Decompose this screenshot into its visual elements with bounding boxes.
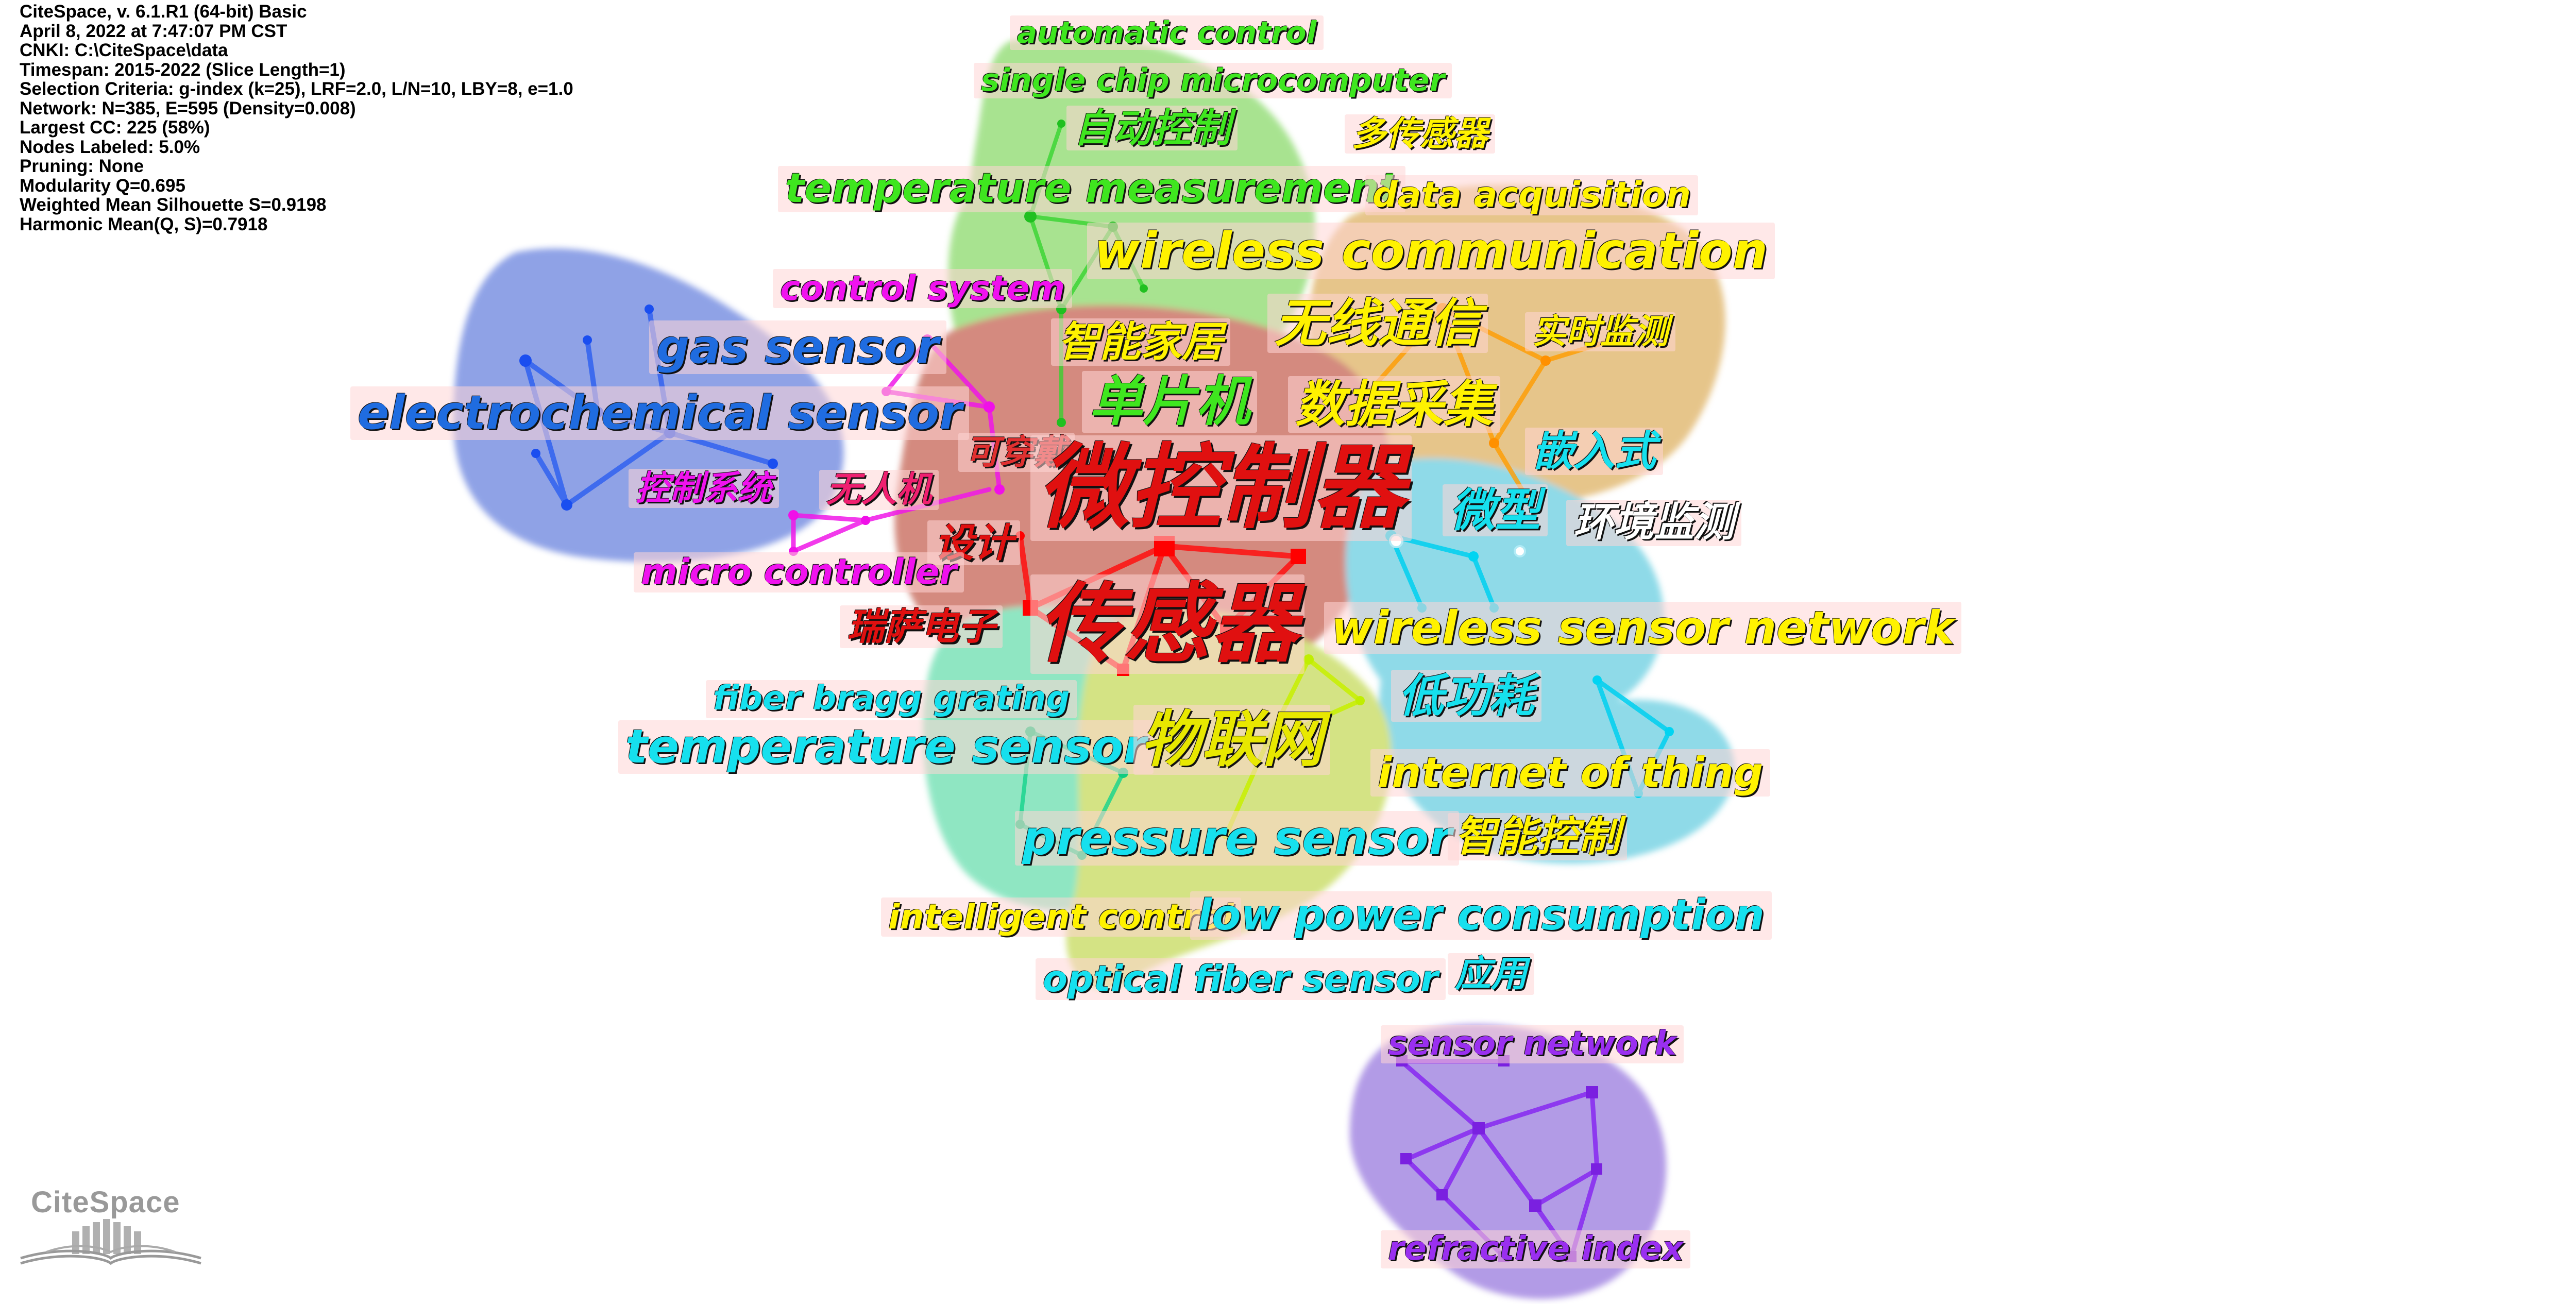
info-line: Largest CC: 225 (58%) (20, 117, 210, 138)
label-chuanganqi[interactable]: 传感器 (1030, 574, 1304, 674)
label-kongzhi-xitong[interactable]: 控制系统 (629, 469, 779, 508)
label-digonghao[interactable]: 低功耗 (1391, 670, 1542, 722)
label-electrochemical-sensor[interactable]: electrochemical sensor (350, 386, 970, 440)
label-zidong-kongzhi[interactable]: 自动控制 (1066, 106, 1238, 150)
info-line: CiteSpace, v. 6.1.R1 (64-bit) Basic (20, 2, 307, 22)
label-fiber-bragg-grating[interactable]: fiber bragg grating (706, 680, 1077, 718)
info-line: Network: N=385, E=595 (Density=0.008) (20, 98, 356, 118)
info-line: CNKI: C:\CiteSpace\data (20, 40, 228, 60)
label-optical-fiber-sensor[interactable]: optical fiber sensor (1036, 958, 1446, 1000)
info-line: Timespan: 2015-2022 (Slice Length=1) (20, 59, 346, 80)
label-qianrushi[interactable]: 嵌入式 (1525, 428, 1663, 475)
label-single-chip-microcomputer[interactable]: single chip microcomputer (974, 63, 1452, 98)
label-danpianji[interactable]: 单片机 (1082, 370, 1258, 433)
logo-book-icon (20, 1219, 201, 1265)
label-weikongzhiqi[interactable]: 微控制器 (1030, 435, 1412, 541)
label-internet-of-thing[interactable]: internet of thing (1370, 749, 1771, 797)
label-temperature-measurement[interactable]: temperature measurement (778, 165, 1405, 212)
label-weixing[interactable]: 微型 (1443, 484, 1548, 536)
info-line: Selection Criteria: g-index (k=25), LRF=… (20, 79, 573, 99)
label-refractive-index[interactable]: refractive index (1381, 1230, 1691, 1268)
label-micro-controller[interactable]: micro controller (634, 552, 964, 593)
label-sensor-network[interactable]: sensor network (1381, 1025, 1684, 1063)
label-zhineng-kongzhi[interactable]: 智能控制 (1448, 813, 1627, 860)
info-line: Nodes Labeled: 5.0% (20, 137, 200, 157)
label-ruisa-dianzi[interactable]: 瑞萨电子 (840, 605, 1003, 648)
label-data-acquisition[interactable]: data acquisition (1365, 175, 1698, 216)
label-wulianwang[interactable]: 物联网 (1133, 704, 1331, 775)
label-wireless-sensor-network[interactable]: wireless sensor network (1324, 602, 1962, 654)
citespace-logo: CiteSpace (15, 1185, 206, 1267)
info-line: Weighted Mean Silhouette S=0.9198 (20, 195, 327, 215)
label-wuxian-tongxin[interactable]: 无线通信 (1267, 294, 1488, 353)
label-wireless-communication[interactable]: wireless communication (1087, 223, 1775, 279)
label-intelligent-control[interactable]: intelligent control (881, 897, 1241, 937)
label-automatic-control[interactable]: automatic control (1010, 15, 1324, 50)
label-huanjing-jiance[interactable]: 环境监测 (1566, 499, 1742, 546)
label-low-power-consumption[interactable]: low power consumption (1190, 891, 1772, 940)
label-zhineng-jiaju[interactable]: 智能家居 (1051, 318, 1230, 366)
label-control-system[interactable]: control system (773, 269, 1073, 308)
label-yingyong[interactable]: 应用 (1448, 953, 1534, 995)
label-duo-chuanganqi[interactable]: 多传感器 (1345, 114, 1495, 154)
label-gas-sensor[interactable]: gas sensor (649, 320, 946, 374)
network-info-panel: CiteSpace, v. 6.1.R1 (64-bit) Basic Apri… (20, 2, 573, 234)
info-line: April 8, 2022 at 7:47:07 PM CST (20, 21, 287, 41)
label-shishi-jiance[interactable]: 实时监测 (1525, 312, 1675, 351)
info-line: Modularity Q=0.695 (20, 175, 185, 196)
logo-text: CiteSpace (31, 1186, 180, 1219)
label-pressure-sensor[interactable]: pressure sensor (1015, 811, 1460, 866)
label-temperature-sensor[interactable]: temperature sensor (618, 720, 1154, 774)
label-wurenji[interactable]: 无人机 (819, 469, 939, 511)
label-shuju-caiji[interactable]: 数据采集 (1288, 376, 1500, 433)
info-line: Pruning: None (20, 156, 144, 176)
info-line: Harmonic Mean(Q, S)=0.7918 (20, 214, 268, 234)
